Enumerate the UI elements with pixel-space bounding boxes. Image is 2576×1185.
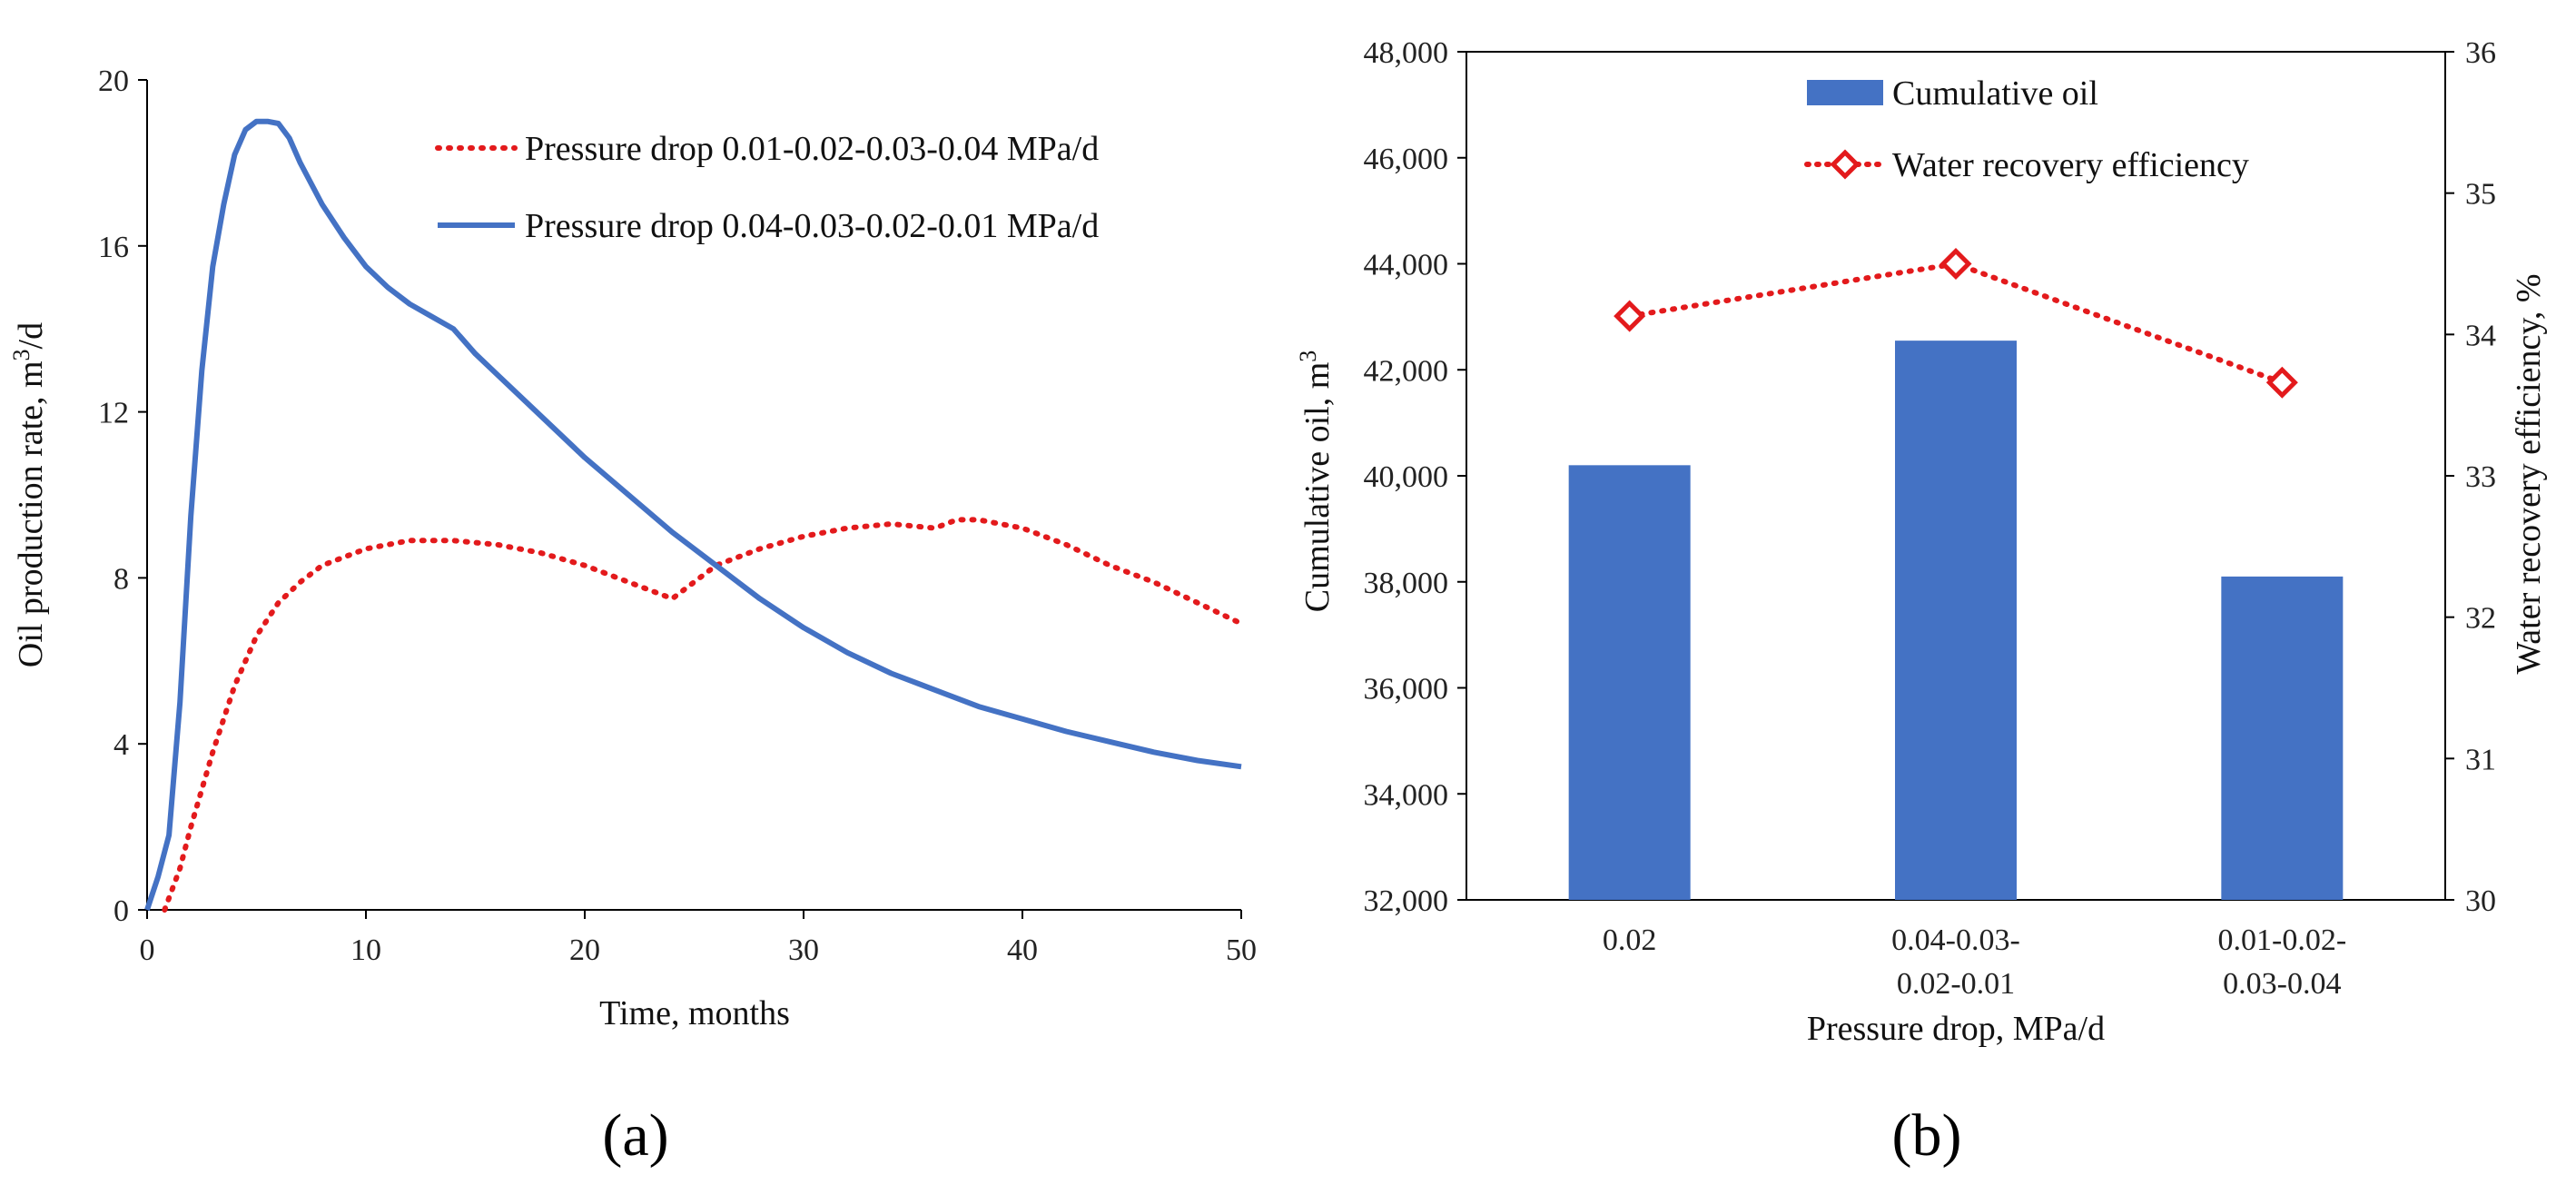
chart-b-left-y-axis-title: Cumulative oil, m3 bbox=[1295, 351, 1337, 612]
chart-a-y-tick-label-1: 4 bbox=[114, 728, 129, 762]
chart-a-y-tick-label-5: 20 bbox=[98, 64, 129, 98]
chart-a-panel-label: (a) bbox=[602, 1102, 668, 1169]
chart-a-x-ticks: 0 10 20 30 40 50 bbox=[140, 910, 1257, 967]
chart-a-y-tick-label-0: 0 bbox=[114, 894, 129, 928]
chart-a-x-tick-label-0: 0 bbox=[140, 933, 155, 967]
chart-a-y-ticks: 0 4 8 12 16 20 bbox=[98, 64, 147, 928]
chart-b-x-axis-title: Pressure drop, MPa/d bbox=[1807, 1010, 2105, 1048]
chart-b-legend-swatch-bar bbox=[1807, 80, 1883, 105]
chart-b-line-point-0 bbox=[1614, 300, 1646, 332]
chart-b-right-y-tick-label-3: 33 bbox=[2465, 460, 2496, 494]
chart-b-x-ticks: 0.02 0.04-0.03- 0.02-0.01 0.01-0.02- 0.03-0.… bbox=[1603, 923, 2346, 1001]
chart-b-left-y-tick-label-4: 40,000 bbox=[1364, 460, 1449, 494]
chart-a-series-line-0 bbox=[162, 517, 1244, 913]
chart-b-left-y-tick-label-3: 38,000 bbox=[1364, 567, 1449, 600]
chart-a-y-tick-label-3: 12 bbox=[98, 397, 129, 430]
chart-a-x-tick-label-1: 10 bbox=[350, 933, 381, 967]
chart-b-bars bbox=[1568, 341, 2344, 900]
chart-b-bar-0 bbox=[1568, 465, 1691, 900]
chart-b-right-y-tick-label-6: 36 bbox=[2465, 36, 2496, 70]
chart-b-right-y-tick-label-2: 32 bbox=[2465, 602, 2496, 636]
chart-b-legend-label-bar: Cumulative oil bbox=[1892, 74, 2098, 113]
chart-b-left-y-ticks: 32,000 34,000 36,000 38,000 40,000 42,000 44,0… bbox=[1364, 36, 1466, 918]
chart-b-right-y-tick-label-4: 34 bbox=[2465, 319, 2496, 352]
chart-b-left-y-tick-label-5: 42,000 bbox=[1364, 354, 1449, 388]
chart-a-y-tick-label-4: 16 bbox=[98, 231, 129, 264]
chart-a: 0 4 8 12 16 20 0 10 20 30 40 50 Pressure drop 0.01… bbox=[8, 64, 1258, 1169]
chart-a-x-tick-label-4: 40 bbox=[1007, 933, 1038, 967]
chart-b-x-tick-label-1-0: 0.04-0.03- bbox=[1891, 923, 2020, 957]
chart-b-panel-label: (b) bbox=[1892, 1102, 1962, 1169]
chart-a-x-axis-title: Time, months bbox=[599, 994, 790, 1032]
chart-b-line-point-2 bbox=[2265, 366, 2298, 399]
chart-b-left-y-tick-label-6: 44,000 bbox=[1364, 249, 1449, 282]
chart-b-right-y-ticks: 30 31 32 33 34 35 36 bbox=[2445, 36, 2496, 918]
chart-b-left-y-tick-label-8: 48,000 bbox=[1364, 36, 1449, 70]
chart-b-right-y-tick-label-1: 31 bbox=[2465, 743, 2496, 776]
chart-a-x-tick-label-3: 30 bbox=[788, 933, 819, 967]
chart-b-x-tick-label-2-0: 0.01-0.02- bbox=[2218, 923, 2347, 957]
chart-b-left-y-axis-title-main: Cumulative oil, m bbox=[1298, 362, 1337, 612]
chart-b-x-tick-label-0-0: 0.02 bbox=[1603, 923, 1657, 957]
chart-b-bar-1 bbox=[1895, 341, 2017, 900]
chart-a-series bbox=[144, 118, 1244, 913]
chart-b-left-y-tick-label-7: 46,000 bbox=[1364, 143, 1449, 176]
chart-a-y-axis-title-tail: /d bbox=[12, 322, 50, 350]
chart-b-right-y-tick-label-5: 35 bbox=[2465, 178, 2496, 212]
chart-a-legend: Pressure drop 0.01-0.02-0.03-0.04 MPa/d … bbox=[435, 130, 1099, 245]
chart-b-legend-marker-diamond bbox=[1830, 149, 1860, 180]
chart-a-y-tick-label-2: 8 bbox=[114, 562, 129, 596]
chart-a-y-axis-title-main: Oil production rate, m bbox=[12, 360, 50, 667]
chart-a-x-tick-label-5: 50 bbox=[1226, 933, 1257, 967]
chart-b-left-y-tick-label-1: 34,000 bbox=[1364, 778, 1449, 812]
chart-b-bar-2 bbox=[2221, 576, 2344, 900]
chart-b-x-tick-label-1-1: 0.02-0.01 bbox=[1897, 967, 2015, 1001]
chart-a-y-axis-title: Oil production rate, m3/d bbox=[8, 322, 51, 667]
chart-b-legend: Cumulative oil Water recovery efficiency bbox=[1804, 74, 2249, 184]
chart-a-legend-label-0: Pressure drop 0.01-0.02-0.03-0.04 MPa/d bbox=[525, 130, 1099, 168]
chart-b-right-y-tick-label-0: 30 bbox=[2465, 884, 2496, 918]
chart-a-y-axis-title-sup: 3 bbox=[8, 349, 35, 360]
chart-b-line-series bbox=[1614, 247, 2298, 399]
chart-b-right-y-axis-title: Water recovery efficiency, % bbox=[2510, 273, 2548, 674]
chart-b-left-y-axis-title-sup: 3 bbox=[1295, 351, 1321, 362]
chart-b-left-y-tick-label-2: 36,000 bbox=[1364, 673, 1449, 706]
chart-a-series-line-1 bbox=[144, 118, 1242, 911]
chart-a-legend-label-1: Pressure drop 0.04-0.03-0.02-0.01 MPa/d bbox=[525, 207, 1099, 245]
chart-b-left-y-tick-label-0: 32,000 bbox=[1364, 884, 1449, 918]
chart-b-x-tick-label-2-1: 0.03-0.04 bbox=[2223, 967, 2341, 1001]
chart-a-x-tick-label-2: 20 bbox=[569, 933, 600, 967]
chart-b-legend-label-line: Water recovery efficiency bbox=[1892, 146, 2249, 184]
chart-b: 32,000 34,000 36,000 38,000 40,000 42,000 44,0… bbox=[1295, 36, 2549, 1169]
chart-b-line-point-1 bbox=[1939, 247, 1972, 281]
